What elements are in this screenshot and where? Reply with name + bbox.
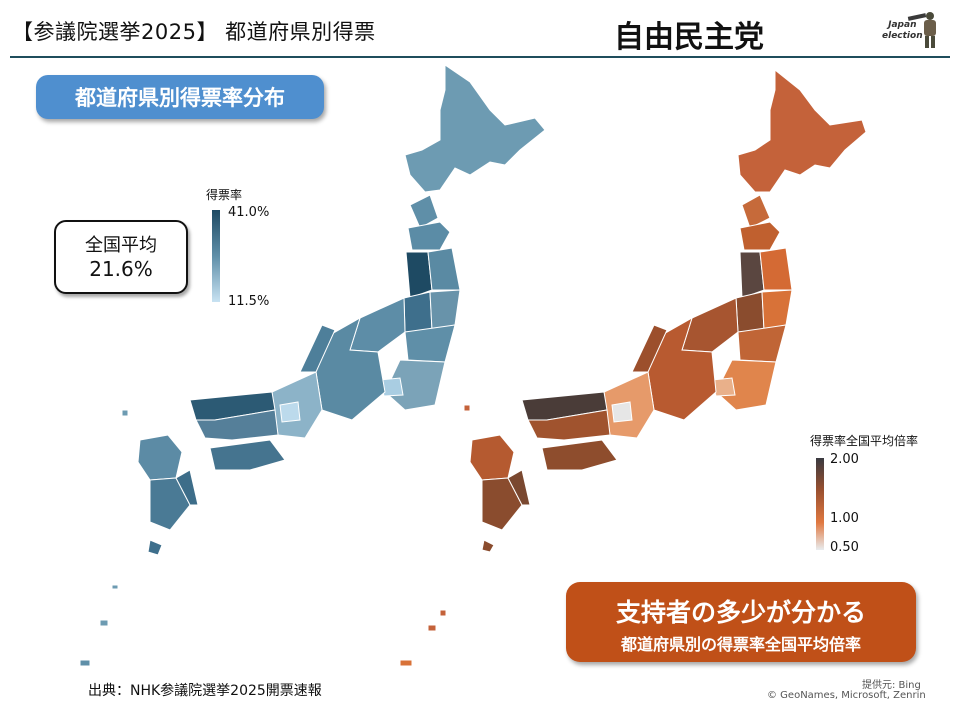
shikoku [209,439,286,471]
chugoku-south-r [527,409,611,441]
right-banner-main: 支持者の多少が分かる [615,598,866,627]
islands-left-3 [99,619,109,627]
right-legend-title: 得票率全国平均倍率 [810,434,919,448]
right-legend-min: 0.50 [830,540,859,555]
islands-left-4 [79,659,91,667]
yamagata-r [735,291,765,333]
left-choropleth-map [79,64,546,667]
source-citation: 出典：NHK参議院選挙2025開票速報 [88,683,322,699]
islands-right-4 [399,659,413,667]
page-title: 【参議院選挙2025】 都道府県別得票 [12,20,376,44]
islands-left-1 [121,409,129,417]
akita [405,251,433,299]
iwate-r [759,247,793,291]
osaka-r [611,401,633,423]
niigata-r [681,297,739,353]
logo-text: Japan election [882,20,923,41]
kyushu-south [149,477,191,531]
islands-right-2 [439,609,447,617]
hokkaido-r [737,68,867,193]
miyagi [429,289,461,331]
map-credit-data: © GeoNames, Microsoft, Zenrin [767,690,926,701]
shikoku-r [541,439,618,471]
aomori-main [407,221,451,251]
kyushu-southeast [175,469,199,506]
kyushu-tip-r [481,539,495,553]
iwate [427,247,461,291]
kyushu-southeast-r [507,469,531,506]
japan-election-logo: Japan election [876,6,946,50]
miyagi-r [761,289,793,331]
left-map-banner: 都道府県別得票率分布 [36,75,324,119]
party-name: 自由民主党 [614,20,764,55]
aomori [409,194,439,229]
hokkaido [404,64,546,193]
kyushu-north [137,434,183,481]
right-map-banner: 支持者の多少が分かる 都道府県別の得票率全国平均倍率 [566,582,916,662]
left-legend-bar [212,210,220,302]
national-average-value: 21.6% [89,257,153,281]
aomori-r [741,194,771,229]
kyushu-tip [147,539,163,556]
fukushima [404,324,456,363]
islands-left-2 [111,584,119,590]
right-legend-bar [816,458,824,550]
header-divider [10,56,950,58]
fukushima-r [737,324,787,363]
left-legend-title: 得票率 [206,188,243,202]
kyushu-south-r [481,477,523,531]
kyushu-north-r [469,434,515,481]
islands-right-1 [463,404,471,412]
national-average-label: 全国平均 [85,235,157,256]
national-average-box: 全国平均 21.6% [54,220,188,294]
yamagata [403,291,433,333]
right-legend-mid: 1.00 [830,511,859,526]
telescope-figure-icon [907,12,936,48]
left-legend-min: 11.5% [228,294,270,309]
left-legend-max: 41.0% [228,205,270,220]
right-legend-max: 2.00 [830,452,859,467]
chugoku-south [195,409,279,441]
aomori-main-r [739,221,781,251]
islands-right-3 [427,624,437,632]
right-choropleth-map [399,68,867,667]
right-banner-sub: 都道府県別の得票率全国平均倍率 [620,635,861,654]
map-credit-provider: 提供元: Bing [862,680,921,691]
osaka [279,401,301,423]
